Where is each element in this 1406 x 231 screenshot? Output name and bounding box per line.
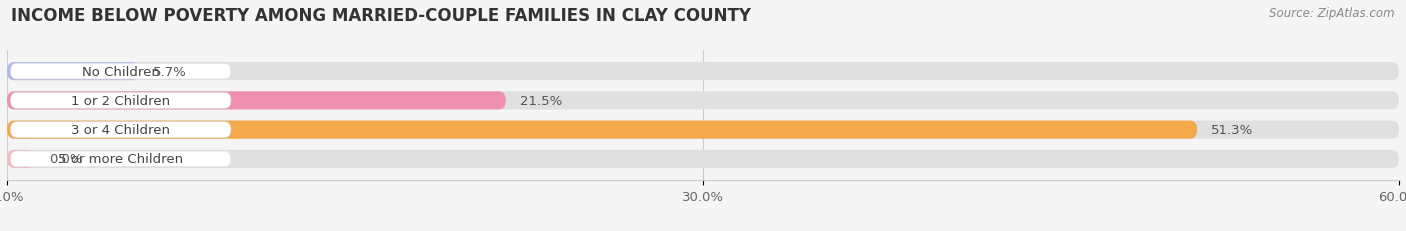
Text: No Children: No Children: [82, 65, 160, 78]
FancyBboxPatch shape: [10, 93, 231, 109]
FancyBboxPatch shape: [10, 122, 231, 138]
Text: 51.3%: 51.3%: [1211, 124, 1253, 137]
FancyBboxPatch shape: [7, 150, 35, 168]
FancyBboxPatch shape: [10, 151, 231, 167]
FancyBboxPatch shape: [7, 63, 139, 81]
FancyBboxPatch shape: [10, 64, 231, 80]
FancyBboxPatch shape: [7, 121, 1197, 139]
FancyBboxPatch shape: [7, 92, 1399, 110]
Text: 0.0%: 0.0%: [49, 153, 83, 166]
Text: Source: ZipAtlas.com: Source: ZipAtlas.com: [1270, 7, 1395, 20]
FancyBboxPatch shape: [7, 121, 1399, 139]
FancyBboxPatch shape: [7, 92, 506, 110]
Text: 5.7%: 5.7%: [153, 65, 187, 78]
FancyBboxPatch shape: [7, 63, 1399, 81]
FancyBboxPatch shape: [7, 150, 1399, 168]
Text: 21.5%: 21.5%: [520, 94, 562, 107]
Text: 5 or more Children: 5 or more Children: [58, 153, 183, 166]
Text: INCOME BELOW POVERTY AMONG MARRIED-COUPLE FAMILIES IN CLAY COUNTY: INCOME BELOW POVERTY AMONG MARRIED-COUPL…: [11, 7, 751, 25]
Text: 3 or 4 Children: 3 or 4 Children: [72, 124, 170, 137]
Text: 1 or 2 Children: 1 or 2 Children: [72, 94, 170, 107]
